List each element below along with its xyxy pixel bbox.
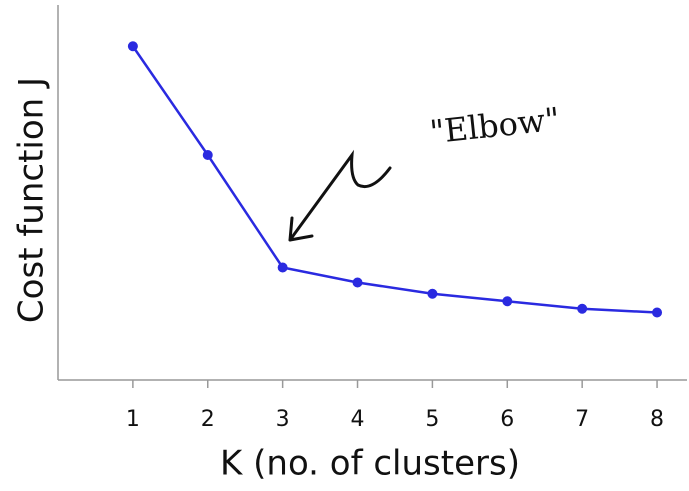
point (652, 307, 663, 318)
point (577, 303, 588, 314)
point (127, 41, 138, 52)
x-tick-label: 2 (201, 407, 215, 432)
x-tick-label: 4 (351, 407, 365, 432)
annotation-arrow (288, 149, 392, 242)
point (352, 277, 363, 288)
x-tick-label: 1 (126, 407, 140, 432)
point (502, 296, 513, 307)
point (202, 150, 213, 160)
point (277, 262, 288, 273)
x-tick-label: 7 (575, 407, 589, 432)
x-tick-label: 3 (276, 407, 290, 432)
x-tick-label: 6 (500, 407, 514, 432)
line (131, 45, 658, 314)
x-tick-label: 5 (425, 407, 439, 432)
point (427, 288, 438, 299)
x-tick-label: 8 (650, 407, 664, 432)
y-axis-label: Cost function J (12, 77, 52, 323)
annotation: "Elbow" (428, 100, 561, 151)
x-axis-label: K (no. of clusters) (220, 444, 520, 484)
